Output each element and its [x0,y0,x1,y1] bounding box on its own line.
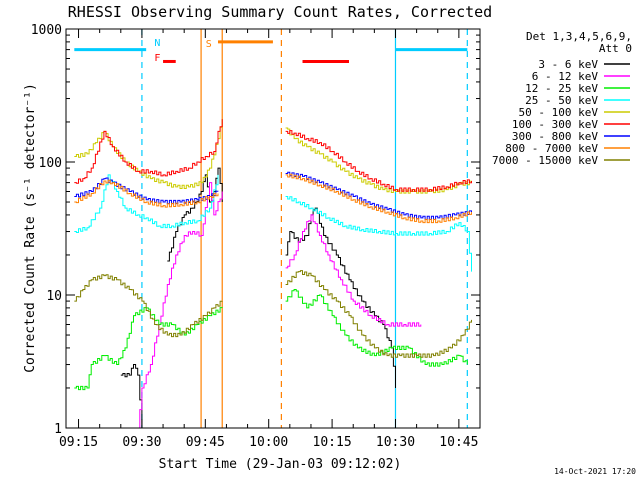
series-line [285,130,472,192]
legend-entry-label: 25 - 50 keV [525,94,598,107]
legend-header: Det 1,3,4,5,6,9, [526,30,632,43]
series-line [137,182,223,429]
legend-header: Att 0 [599,42,632,55]
x-tick-label: 09:15 [59,435,98,450]
footer-timestamp: 14-Oct-2021 17:20 [554,467,636,476]
series-line [285,207,396,388]
series-line [285,173,472,224]
plot-frame [65,28,481,429]
series-line [74,179,219,208]
series-line [74,307,223,391]
series-line [74,119,223,189]
series-line [74,274,223,338]
x-tick-label: 10:45 [439,435,478,450]
x-tick-label: 10:30 [376,435,415,450]
series-line [285,270,472,358]
legend-entry-label: 6 - 12 keV [532,70,599,83]
series-line [120,364,143,428]
legend-entry-label: 800 - 7000 keV [505,142,598,155]
legend-entry-label: 300 - 800 keV [512,130,598,143]
series-line [285,196,472,272]
legend-entry-label: 3 - 6 keV [538,58,598,71]
x-tick-label: 10:00 [249,435,288,450]
legend-entry-label: 100 - 300 keV [512,118,598,131]
y-tick-label: 1 [54,422,62,437]
y-tick-label: 100 [39,156,62,171]
flag-label: F [154,53,160,64]
flag-label: S [206,39,212,50]
legend-entry-label: 12 - 25 keV [525,82,598,95]
y-tick-label: 1000 [31,23,62,38]
y-tick-label: 10 [46,289,62,304]
axes: 1 10 100 1000 09:15 09:30 09:45 10:00 10:15 10:30… [31,23,481,450]
series-line [285,289,468,367]
legend-entry-label: 7000 - 15000 keV [492,154,598,167]
series-line [285,214,422,327]
legend-entry-label: 50 - 100 keV [519,106,599,119]
plot-area: NF S [74,29,472,429]
x-axis-label: Start Time (29-Jan-03 09:12:02) [159,457,402,472]
flag-label: N [154,38,160,49]
chart-title: RHESSI Observing Summary Count Rates, Co… [68,3,492,21]
x-tick-label: 09:30 [122,435,161,450]
series-line [74,119,223,184]
x-tick-label: 10:15 [313,435,352,450]
series-line [74,174,219,233]
x-tick-label: 09:45 [186,435,225,450]
y-axis-label: Corrected Count Rate (s⁻¹ detector⁻¹) [23,83,38,373]
